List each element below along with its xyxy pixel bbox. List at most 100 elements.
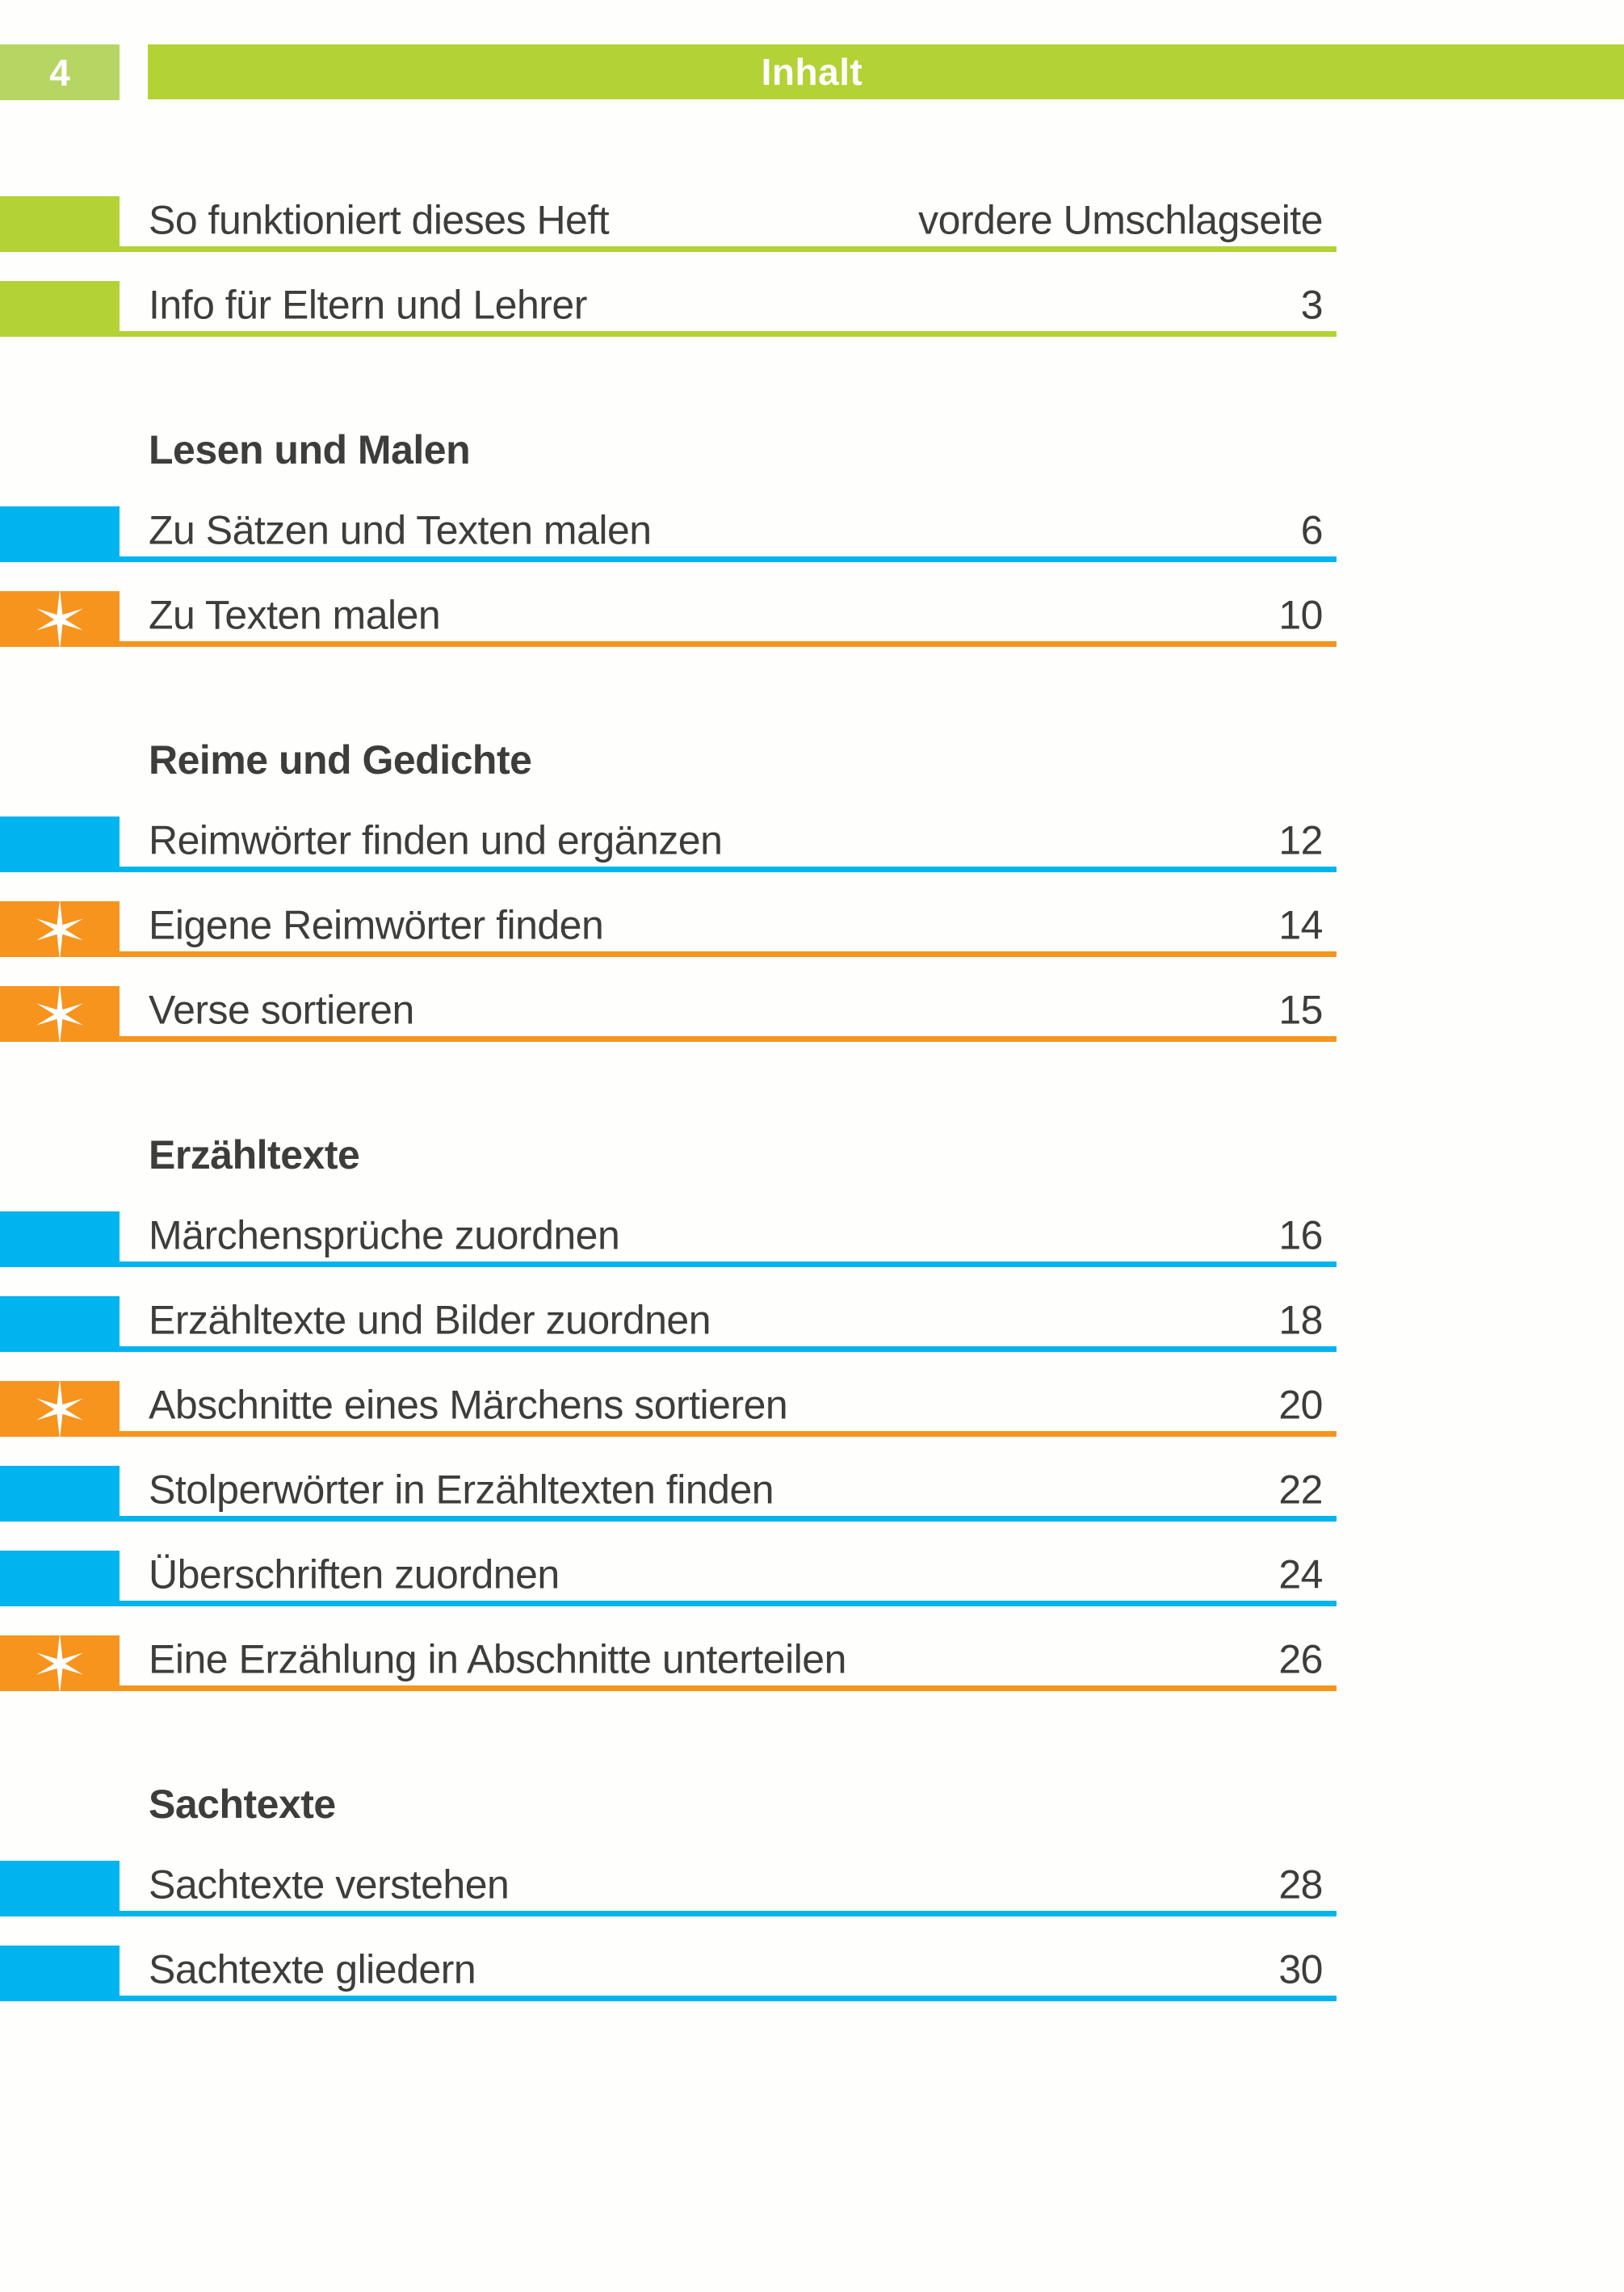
row-label: Verse sortieren [149,987,414,1033]
row-rule [0,1685,1337,1691]
row-rule [0,1996,1337,2001]
section-rows: Zu Sätzen und Texten malen 6 Zu Texten m… [0,506,1624,650]
row-label: Info für Eltern und Lehrer [149,282,587,328]
table-of-contents: So funktioniert dieses Heft vordere Umsc… [0,196,1624,2001]
star-icon [36,588,83,650]
row-rule [0,1346,1337,1352]
row-rule [0,1036,1337,1042]
row-rule [0,1516,1337,1522]
row-label: Märchensprüche zuordnen [149,1212,620,1258]
row-page-number: 15 [1278,987,1323,1033]
row-rule [0,331,1337,337]
row-marker [0,588,120,650]
row-rule [0,951,1337,957]
row-label: Stolperwörter in Erzähltexten finden [149,1467,774,1513]
row-label: Überschriften zuordnen [149,1551,560,1597]
toc-row: Sachtexte verstehen 28 [0,1861,1624,1916]
toc-row: Eine Erzählung in Abschnitte unterteilen… [0,1632,1624,1694]
row-rule [0,246,1337,252]
row-label: Sachtexte gliedern [149,1946,476,1992]
section-heading-lesen-und-malen: Lesen und Malen [149,427,471,472]
toc-section: Sachtexte Sachtexte verstehen 28 Sachtex… [0,1784,1624,2001]
row-label: Abschnitte eines Märchens sortieren [149,1382,788,1428]
page-number: 4 [49,51,70,94]
row-label: Eigene Reimwörter finden [149,902,604,948]
toc-row: Überschriften zuordnen 24 [0,1551,1624,1606]
section-rows: Sachtexte verstehen 28 Sachtexte glieder… [0,1861,1624,2001]
row-label: So funktioniert dieses Heft [149,197,610,243]
row-page-number: 26 [1278,1636,1323,1682]
toc-row: So funktioniert dieses Heft vordere Umsc… [0,196,1624,252]
toc-section: So funktioniert dieses Heft vordere Umsc… [0,196,1624,337]
header-bar [148,44,1624,99]
section-heading-erzähltexte: Erzähltexte [149,1132,360,1177]
toc-row: Stolperwörter in Erzähltexten finden 22 [0,1466,1624,1522]
row-rule [0,556,1337,562]
row-rule [0,1261,1337,1267]
page-number-box: 4 [0,44,120,100]
row-marker [0,1861,120,1916]
row-rule [0,641,1337,647]
row-rule [0,1911,1337,1916]
row-marker [0,816,120,872]
toc-section: Reime und Gedichte Reimwörter finden und… [0,737,1624,1045]
toc-row: Erzähltexte und Bilder zuordnen 18 [0,1296,1624,1352]
row-marker [0,1551,120,1606]
row-marker [0,983,120,1045]
row-marker [0,1466,120,1522]
row-page-number: 24 [1278,1551,1323,1597]
row-rule [0,867,1337,872]
page-title: Inhalt [761,51,863,93]
toc-row: Verse sortieren 15 [0,983,1624,1045]
row-marker [0,1296,120,1352]
row-marker [0,1632,120,1694]
row-page-number: 18 [1278,1297,1323,1343]
row-page-number: 10 [1278,592,1323,638]
section-rows: Reimwörter finden und ergänzen 12 Eigene… [0,816,1624,1045]
toc-row: Zu Sätzen und Texten malen 6 [0,506,1624,562]
row-marker [0,1378,120,1440]
row-page-number: 22 [1278,1467,1323,1513]
toc-row: Zu Texten malen 10 [0,588,1624,650]
row-page-number: 6 [1300,507,1324,553]
row-label: Zu Sätzen und Texten malen [149,507,652,553]
star-icon [36,1378,83,1440]
row-page-number: 14 [1278,902,1323,948]
toc-row: Eigene Reimwörter finden 14 [0,898,1624,960]
toc-row: Märchensprüche zuordnen 16 [0,1211,1624,1267]
row-page-number: 28 [1278,1862,1323,1908]
row-marker [0,898,120,960]
row-page-number: 12 [1278,817,1323,863]
row-page-number: 16 [1278,1212,1323,1258]
row-rule [0,1601,1337,1606]
section-rows: Märchensprüche zuordnen 16 Erzähltexte u… [0,1211,1624,1694]
toc-row: Sachtexte gliedern 30 [0,1946,1624,2001]
page-header: 4 Inhalt [0,0,1624,100]
section-heading-sachtexte: Sachtexte [149,1782,336,1827]
toc-row: Abschnitte eines Märchens sortieren 20 [0,1378,1624,1440]
row-label: Erzähltexte und Bilder zuordnen [149,1297,711,1343]
row-page-number: vordere Umschlagseite [918,197,1323,243]
row-label: Zu Texten malen [149,592,441,638]
row-page-number: 20 [1278,1382,1323,1428]
row-marker [0,1211,120,1267]
star-icon [36,983,83,1045]
row-marker [0,1946,120,2001]
row-marker [0,281,120,337]
toc-row: Info für Eltern und Lehrer 3 [0,281,1624,337]
section-rows: So funktioniert dieses Heft vordere Umsc… [0,196,1624,337]
row-marker [0,196,120,252]
row-label: Eine Erzählung in Abschnitte unterteilen [149,1636,846,1682]
row-rule [0,1431,1337,1437]
row-page-number: 30 [1278,1946,1323,1992]
toc-section: Lesen und Malen Zu Sätzen und Texten mal… [0,427,1624,650]
row-label: Reimwörter finden und ergänzen [149,817,723,863]
row-page-number: 3 [1300,282,1324,328]
row-marker [0,506,120,562]
row-label: Sachtexte verstehen [149,1862,510,1908]
section-heading-reime-und-gedichte: Reime und Gedichte [149,737,532,783]
toc-section: Erzähltexte Märchensprüche zuordnen 16 E… [0,1132,1624,1694]
star-icon [36,898,83,960]
star-icon [36,1632,83,1694]
